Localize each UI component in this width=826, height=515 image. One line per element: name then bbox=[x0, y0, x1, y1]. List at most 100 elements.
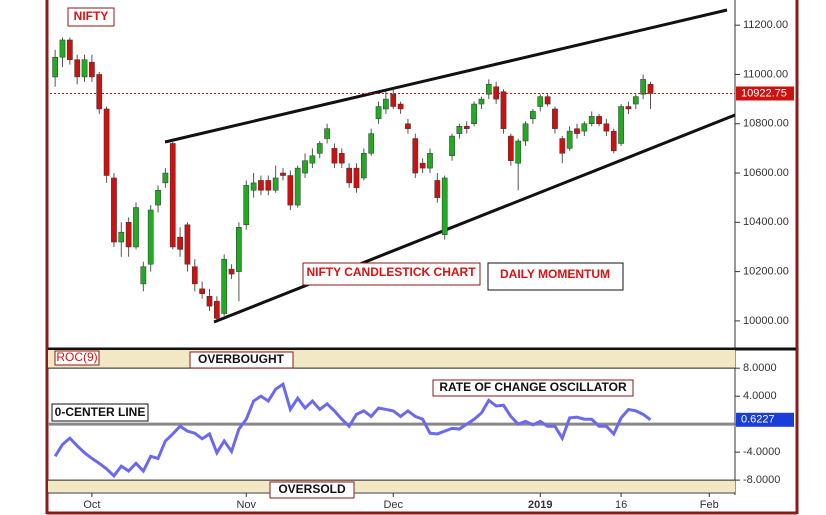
candle-body bbox=[287, 175, 294, 206]
last-price-box bbox=[736, 86, 794, 101]
candle-body bbox=[485, 84, 492, 95]
x-tick-label: Feb bbox=[700, 499, 719, 511]
candle-body bbox=[625, 106, 632, 110]
x-tick-label: 16 bbox=[615, 499, 627, 511]
candle-body bbox=[360, 153, 367, 179]
candle-body bbox=[228, 268, 235, 275]
x-tick-label: Dec bbox=[383, 499, 403, 511]
last-value-box bbox=[736, 412, 794, 427]
candle-body bbox=[184, 224, 191, 265]
x-tick-label: Nov bbox=[236, 499, 256, 511]
annotation-box bbox=[67, 7, 115, 27]
x-tick-label: Oct bbox=[83, 499, 100, 511]
candle-body bbox=[588, 116, 595, 124]
candle-body bbox=[316, 143, 323, 154]
candle-body bbox=[346, 167, 352, 184]
candle-body bbox=[493, 86, 499, 100]
candle-body bbox=[258, 180, 264, 191]
candle-body bbox=[412, 138, 419, 174]
candle-body bbox=[397, 103, 404, 110]
annotation-box bbox=[302, 262, 481, 286]
candle-body bbox=[574, 128, 580, 134]
candle-body bbox=[324, 128, 330, 139]
candle-body bbox=[640, 79, 646, 95]
panel-title: ROC(9) bbox=[56, 350, 97, 364]
last-price-label: 10922.75 bbox=[741, 87, 787, 99]
annotation: OVERBOUGHT bbox=[198, 352, 285, 366]
candle-body bbox=[52, 56, 58, 78]
candle-body bbox=[177, 236, 183, 250]
candle-body bbox=[59, 39, 66, 58]
candle-body bbox=[552, 108, 558, 129]
candle-body bbox=[213, 300, 220, 319]
annotation: DAILY MOMENTUM bbox=[500, 267, 610, 281]
annotation-box bbox=[432, 379, 634, 397]
candle-body bbox=[530, 111, 536, 120]
candle-body bbox=[96, 74, 103, 110]
roc-line bbox=[53, 381, 652, 479]
candle-body bbox=[566, 130, 573, 149]
annotation: NIFTY CANDLESTICK CHART bbox=[306, 265, 476, 279]
candle-body bbox=[581, 123, 588, 132]
candle-body bbox=[199, 288, 205, 295]
candle-body bbox=[118, 231, 125, 243]
candle-body bbox=[603, 123, 610, 132]
candle-body bbox=[478, 98, 485, 105]
y-tick-label: 10000.00 bbox=[743, 315, 789, 327]
candle-body bbox=[507, 135, 514, 161]
candle-body bbox=[140, 266, 147, 285]
candle-body bbox=[559, 138, 566, 154]
annotation-box bbox=[51, 403, 149, 422]
candle-body bbox=[162, 172, 169, 184]
annotation: RATE OF CHANGE OSCILLATOR bbox=[439, 380, 627, 394]
candle-body bbox=[191, 266, 198, 285]
overbought-band bbox=[48, 350, 735, 369]
candle-body bbox=[243, 185, 250, 226]
candle-body bbox=[375, 106, 382, 120]
candle-body bbox=[449, 135, 455, 157]
candle-body bbox=[309, 155, 316, 164]
annotation-box bbox=[54, 350, 100, 366]
candle-body bbox=[353, 167, 360, 189]
chart-title: NIFTY bbox=[74, 9, 109, 23]
candle-body bbox=[544, 96, 551, 105]
candle-body bbox=[74, 59, 81, 78]
oversold-band bbox=[48, 480, 735, 492]
candle-body bbox=[89, 61, 95, 78]
candle-body bbox=[463, 125, 470, 129]
annotation-box bbox=[269, 481, 355, 499]
annotation-box bbox=[189, 351, 294, 369]
candle-body bbox=[419, 162, 426, 169]
candle-body bbox=[368, 133, 375, 154]
annotation: OVERSOLD bbox=[278, 482, 346, 496]
candle-body bbox=[81, 59, 88, 78]
candle-body bbox=[405, 123, 411, 129]
candle-body bbox=[155, 190, 161, 206]
y-tick-label: 10800.00 bbox=[743, 118, 789, 130]
y-tick-label: 11200.00 bbox=[743, 19, 788, 31]
candle-body bbox=[331, 148, 338, 164]
candle-body bbox=[522, 123, 529, 142]
candle-body bbox=[434, 180, 441, 198]
y-tick-label: 10600.00 bbox=[743, 167, 789, 179]
candle-body bbox=[632, 96, 639, 105]
candle-body bbox=[647, 84, 654, 94]
candle-body bbox=[272, 177, 279, 191]
candle-body bbox=[250, 182, 257, 191]
y-tick-label: 4.0000 bbox=[743, 390, 777, 402]
trend-line bbox=[164, 8, 728, 144]
candle-body bbox=[66, 39, 73, 60]
candle-body bbox=[537, 96, 544, 107]
y-tick-label: 10400.00 bbox=[743, 216, 789, 228]
candle-body bbox=[169, 143, 176, 248]
candle-body bbox=[236, 227, 242, 272]
candle-body bbox=[280, 172, 286, 176]
candle-body bbox=[125, 222, 132, 248]
candle-body bbox=[515, 140, 522, 164]
last-value-label: 0.6227 bbox=[741, 414, 775, 426]
candle-body bbox=[618, 106, 624, 144]
candle-body bbox=[441, 177, 448, 235]
y-tick-label: -8.0000 bbox=[743, 474, 780, 486]
